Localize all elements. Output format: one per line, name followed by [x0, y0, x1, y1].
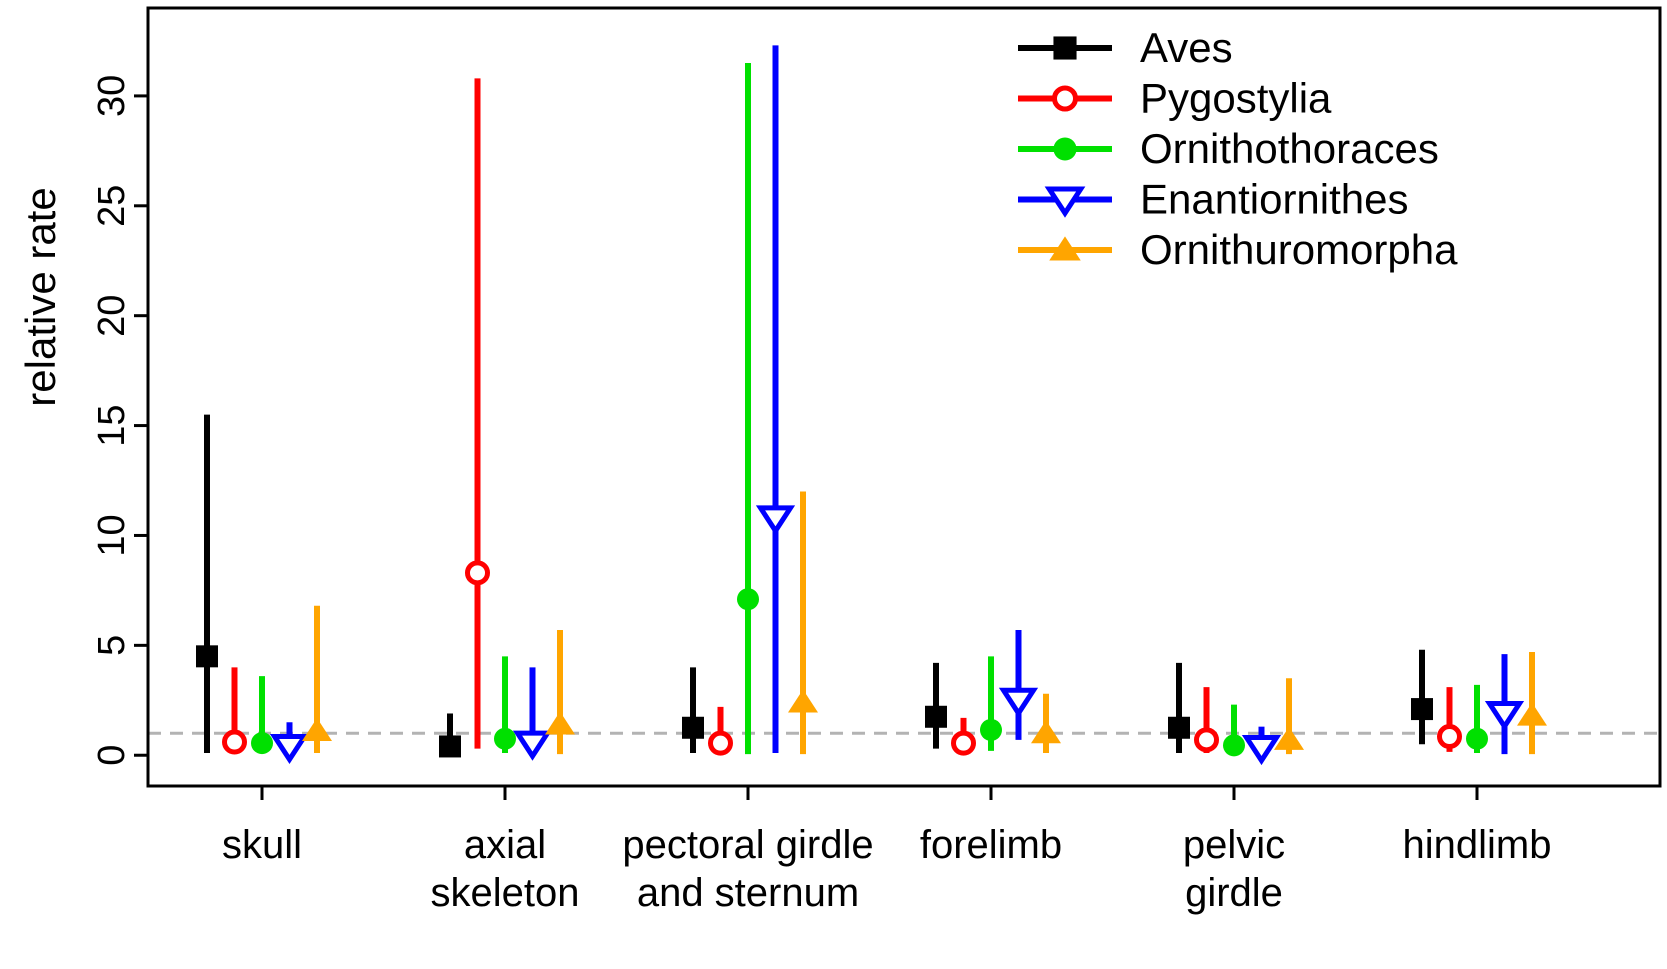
marker-circle-filled — [494, 727, 516, 750]
y-tick-label: 0 — [91, 745, 133, 766]
marker-circle-open — [222, 729, 247, 755]
marker-circle-open — [708, 730, 733, 756]
y-tick-label: 10 — [91, 514, 133, 556]
plot-border — [146, 6, 1662, 788]
legend-label: Ornithothoraces — [1140, 125, 1439, 172]
marker-square — [1168, 716, 1190, 739]
marker-triangle-down — [512, 730, 553, 761]
series-ornithuromorpha — [302, 491, 1547, 755]
marker-triangle-down — [755, 505, 796, 536]
series-ornithothoraces — [251, 62, 1488, 757]
y-tick-label: 30 — [91, 75, 133, 117]
marker-triangle-down — [998, 687, 1039, 718]
marker-circle-filled — [737, 588, 759, 611]
x-category-label: forelimb — [920, 823, 1062, 867]
marker-triangle-up — [302, 718, 332, 742]
marker-triangle-up — [1517, 702, 1547, 726]
marker-square — [439, 735, 461, 758]
marker-square — [925, 705, 947, 728]
x-category-label: skull — [222, 823, 302, 867]
marker-square — [1411, 698, 1433, 721]
marker-triangle-down — [269, 733, 310, 765]
series-enantiornithes — [269, 45, 1525, 766]
x-category-label: hindlimb — [1403, 823, 1552, 867]
marker-circle-open — [1052, 85, 1078, 112]
legend-label: Pygostylia — [1140, 75, 1332, 122]
x-category-label: girdle — [1185, 871, 1283, 915]
marker-triangle-down — [1044, 186, 1086, 218]
marker-circle-filled — [1466, 727, 1488, 750]
marker-circle-filled — [251, 732, 273, 755]
legend-label: Aves — [1140, 24, 1233, 71]
marker-triangle-up — [545, 711, 575, 735]
marker-triangle-down — [1241, 735, 1282, 766]
legend-label: Ornithuromorpha — [1140, 226, 1458, 273]
marker-circle-filled — [980, 718, 1002, 741]
series-pygostylia — [222, 78, 1462, 756]
x-category-label: pelvic — [1183, 823, 1285, 867]
y-tick-label: 20 — [91, 295, 133, 337]
x-category-label: axial — [464, 823, 546, 867]
y-tick-label: 25 — [91, 185, 133, 227]
marker-triangle-down — [1484, 700, 1525, 732]
x-category-label: pectoral girdle — [622, 823, 873, 867]
marker-circle-open — [1437, 724, 1462, 750]
marker-circle-open — [465, 560, 490, 586]
x-category-label: skeleton — [431, 871, 580, 915]
series-aves — [196, 414, 1433, 758]
y-tick-label: 5 — [91, 635, 133, 656]
marker-triangle-up — [788, 689, 818, 713]
marker-square — [682, 716, 704, 739]
marker-circle-open — [1194, 727, 1219, 753]
x-category-label: and sternum — [637, 871, 859, 915]
marker-circle-filled — [1053, 137, 1077, 161]
marker-square — [196, 645, 218, 668]
legend-label: Enantiornithes — [1140, 176, 1409, 223]
marker-triangle-up — [1031, 720, 1061, 744]
marker-triangle-up — [1274, 726, 1304, 750]
marker-circle-open — [951, 730, 976, 756]
marker-triangle-up — [1049, 236, 1081, 261]
y-tick-label: 15 — [91, 404, 133, 446]
legend: AvesPygostyliaOrnithothoracesEnantiornit… — [1018, 24, 1458, 273]
y-axis-title: relative rate — [17, 187, 64, 406]
marker-circle-filled — [1223, 734, 1245, 757]
marker-square — [1053, 36, 1077, 60]
